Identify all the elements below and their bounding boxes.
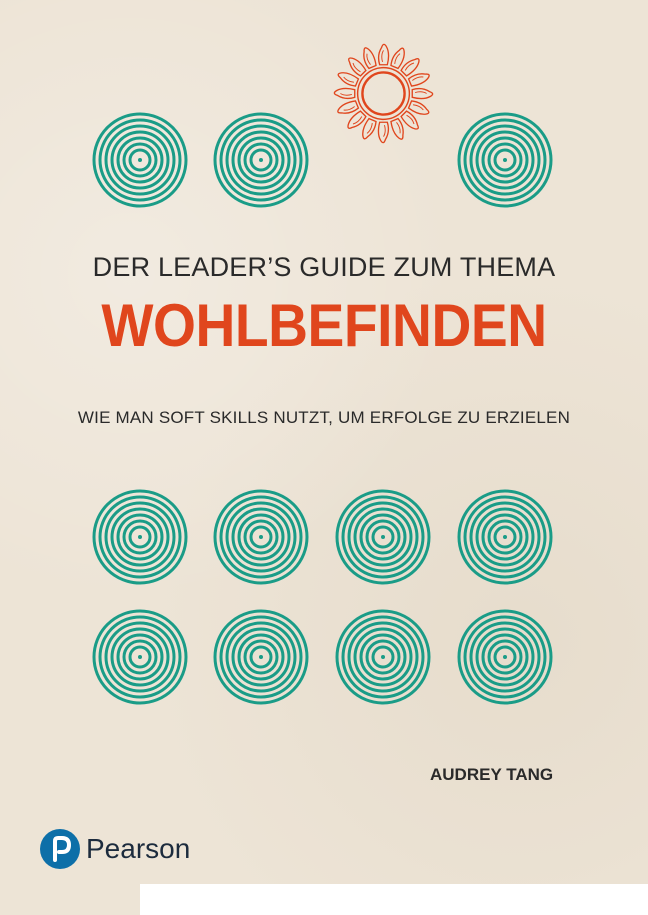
- concentric-ring-target: [335, 609, 431, 705]
- publisher-logo: Pearson: [40, 829, 190, 869]
- bottom-edge: [0, 884, 648, 915]
- author-name: AUDREY TANG: [430, 765, 554, 784]
- concentric-ring-target: [457, 112, 553, 208]
- concentric-ring-target: [457, 609, 553, 705]
- sun-icon: [333, 43, 434, 144]
- bottom-edge-tint: [0, 884, 140, 915]
- concentric-ring-target: [335, 489, 431, 585]
- concentric-ring-target: [92, 112, 188, 208]
- concentric-ring-target: [92, 609, 188, 705]
- concentric-ring-target: [92, 489, 188, 585]
- cover-subtitle: DER LEADER’S GUIDE ZUM THEMA: [92, 252, 556, 282]
- concentric-ring-target: [213, 489, 309, 585]
- concentric-ring-target: [213, 112, 309, 208]
- concentric-ring-target: [457, 489, 553, 585]
- cover-tagline: WIE MAN SOFT SKILLS NUTZT, UM ERFOLGE ZU…: [77, 408, 571, 427]
- concentric-ring-target: [213, 609, 309, 705]
- publisher-name: Pearson: [86, 833, 191, 864]
- cover-title: WOHLBEFINDEN: [101, 292, 547, 359]
- pearson-p-logo-icon: [40, 829, 80, 869]
